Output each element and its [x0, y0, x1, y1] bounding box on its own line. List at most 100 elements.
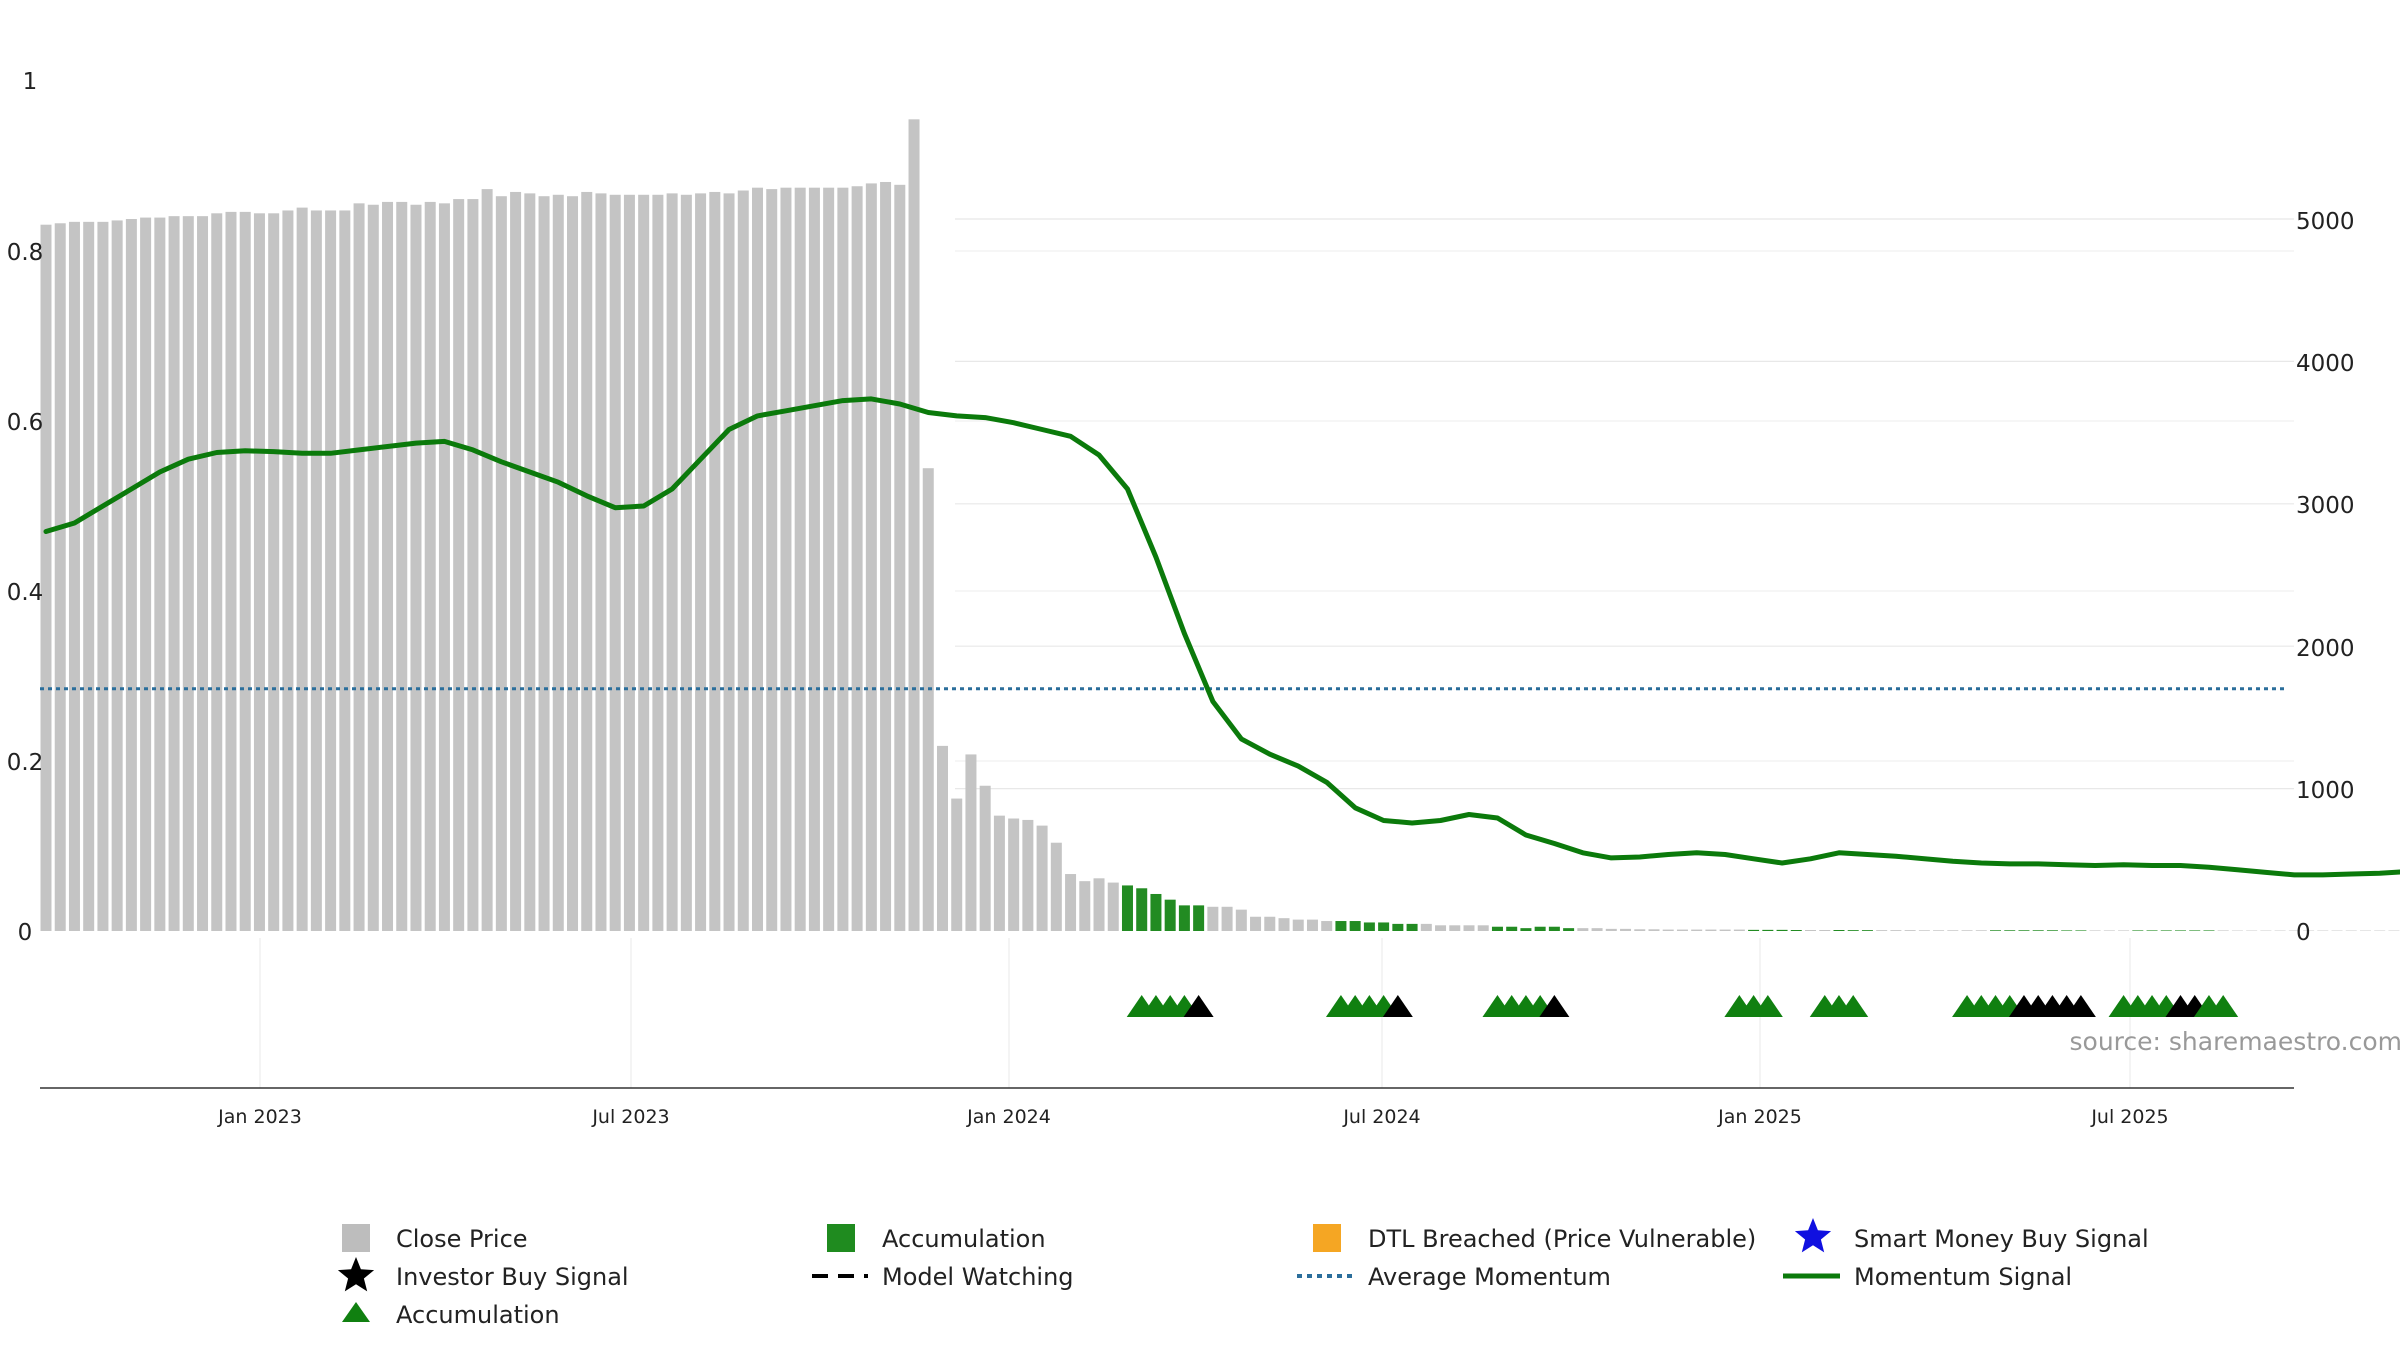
close-price-bar — [2061, 930, 2072, 931]
left-tick-1: 0.2 — [7, 750, 44, 776]
close-price-bar — [1478, 925, 1489, 931]
close-price-bar — [240, 212, 251, 931]
close-price-bar — [738, 191, 749, 931]
close-price-bar — [866, 183, 877, 931]
close-price-bar — [1506, 927, 1517, 931]
close-price-bar — [2118, 930, 2129, 931]
close-price-bar — [1065, 874, 1076, 931]
legend-investor-star-icon — [338, 1257, 374, 1291]
close-price-bar — [482, 189, 493, 931]
close-price-bar — [1293, 920, 1304, 931]
close-price-bar — [268, 213, 279, 931]
close-price-bar — [837, 188, 848, 931]
close-price-bar — [1933, 930, 1944, 931]
close-price-bar — [652, 195, 663, 931]
legend-accumulation-triangle-label: Accumulation — [396, 1301, 560, 1329]
close-price-bar — [539, 196, 550, 931]
grid-layer — [260, 219, 2294, 1088]
axes-layer: 0 0.2 0.4 0.6 0.8 1 0 1000 2000 3000 400… — [7, 69, 2400, 1128]
close-price-bar — [41, 225, 52, 931]
right-tick-0: 0 — [2296, 920, 2311, 946]
close-price-bar — [795, 188, 806, 931]
close-price-bar — [254, 213, 265, 931]
close-price-bar — [1819, 930, 1830, 931]
close-price-bar — [1620, 929, 1631, 931]
close-price-bar — [951, 799, 962, 931]
close-price-bar — [496, 196, 507, 931]
left-tick-2: 0.4 — [7, 580, 44, 606]
close-price-bar — [1691, 930, 1702, 931]
close-price-bar — [410, 205, 421, 931]
close-price-bar — [1179, 905, 1190, 931]
close-price-bar — [1663, 930, 1674, 931]
close-price-bar — [1577, 928, 1588, 931]
legend-close-price-swatch — [342, 1224, 370, 1252]
close-price-bar — [1136, 888, 1147, 931]
close-price-bar — [581, 192, 592, 931]
close-price-bar — [396, 202, 407, 931]
close-price-bar — [282, 210, 293, 931]
legend-smart-money-star-icon — [1795, 1218, 1831, 1252]
close-price-bar — [1862, 930, 1873, 931]
close-price-bar — [126, 219, 137, 931]
close-price-bar — [1150, 894, 1161, 931]
close-price-bar — [453, 199, 464, 931]
x-tick-jan-2025: Jan 2025 — [1717, 1106, 1802, 1128]
close-price-bar — [1976, 930, 1987, 931]
close-price-bar — [2203, 930, 2214, 931]
close-price-bar — [183, 216, 194, 931]
x-tick-jul-2023: Jul 2023 — [591, 1106, 669, 1128]
close-price-bar — [1421, 924, 1432, 931]
close-price-bar — [339, 210, 350, 931]
close-price-bar — [1762, 930, 1773, 931]
legend-investor-buy-label: Investor Buy Signal — [396, 1263, 629, 1291]
close-price-bar — [2104, 930, 2115, 931]
close-price-bar — [1165, 900, 1176, 931]
close-price-bar — [1264, 917, 1275, 931]
close-price-bar — [1449, 925, 1460, 931]
legend-accumulation-triangle-icon — [342, 1302, 370, 1322]
close-price-bar — [354, 203, 365, 931]
close-price-bar — [823, 188, 834, 931]
close-price-bar — [2132, 930, 2143, 931]
close-price-bar — [1435, 925, 1446, 931]
close-price-bar — [2090, 930, 2101, 931]
right-tick-4: 4000 — [2296, 351, 2355, 377]
close-price-bar — [211, 213, 222, 931]
close-price-bar — [1250, 917, 1261, 931]
close-price-bar — [1734, 930, 1745, 931]
close-price-bar — [1108, 883, 1119, 931]
close-price-bar — [1648, 929, 1659, 931]
source-label: source: sharemaestro.com — [2070, 1027, 2400, 1056]
close-price-bar — [1307, 920, 1318, 931]
close-price-bar — [1990, 930, 2001, 931]
close-price-bar — [1407, 924, 1418, 931]
left-tick-4: 0.8 — [7, 240, 44, 266]
close-price-bar — [909, 119, 920, 931]
close-price-bar — [2147, 930, 2158, 931]
close-price-bar — [169, 216, 180, 931]
close-price-bar — [766, 189, 777, 931]
close-price-bar — [923, 468, 934, 931]
close-price-bar — [994, 816, 1005, 931]
close-price-bar — [1791, 930, 1802, 931]
close-price-bar — [1464, 925, 1475, 931]
right-tick-1: 1000 — [2296, 778, 2355, 804]
close-price-bar — [1350, 921, 1361, 931]
close-price-bar — [567, 196, 578, 931]
close-price-bar — [1705, 930, 1716, 931]
legend-momentum-signal-label: Momentum Signal — [1854, 1263, 2072, 1291]
close-price-bar — [1549, 927, 1560, 931]
x-tick-jul-2025: Jul 2025 — [2090, 1106, 2168, 1128]
close-price-bar — [610, 195, 621, 931]
close-price-bar — [1848, 930, 1859, 931]
close-price-bar — [1677, 930, 1688, 931]
close-price-bar — [1592, 928, 1603, 931]
close-price-bar — [2161, 930, 2172, 931]
close-price-bar — [752, 188, 763, 931]
close-price-bar — [225, 212, 236, 931]
close-price-bar — [2218, 930, 2229, 931]
close-price-bar — [1193, 905, 1204, 931]
close-price-bar — [1037, 826, 1048, 931]
